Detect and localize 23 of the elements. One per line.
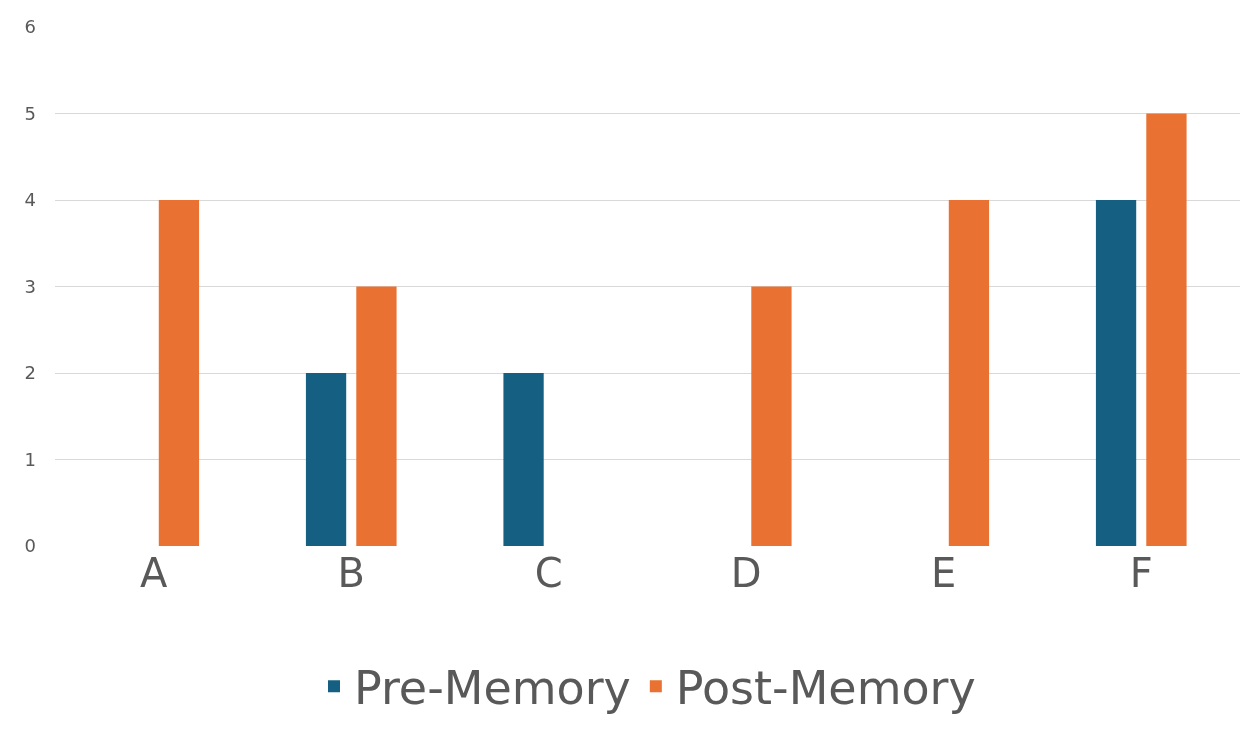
y-tick-label: 0 [24,535,36,557]
y-tick-label: 3 [24,275,36,297]
bar [356,286,397,546]
bar [1095,200,1137,546]
bar [158,200,200,546]
legend-label: Post-Memory [675,661,976,716]
x-tick-label: A [140,550,169,596]
bar [305,373,347,546]
y-tick-label: 4 [24,189,36,211]
x-tick-label: C [534,550,563,596]
legend-label: Pre-Memory [354,661,631,716]
y-tick-label: 2 [24,362,36,384]
bar [1146,113,1187,546]
bar [948,200,990,546]
x-tick-label: D [730,550,762,596]
x-tick-label: B [337,550,365,596]
y-tick-label: 5 [24,102,36,124]
y-tick-label: 6 [24,16,36,38]
bar [503,373,544,546]
y-tick-label: 1 [24,448,36,470]
x-tick-label: F [1129,550,1153,596]
bar [751,286,792,546]
x-tick-label: E [931,550,957,596]
